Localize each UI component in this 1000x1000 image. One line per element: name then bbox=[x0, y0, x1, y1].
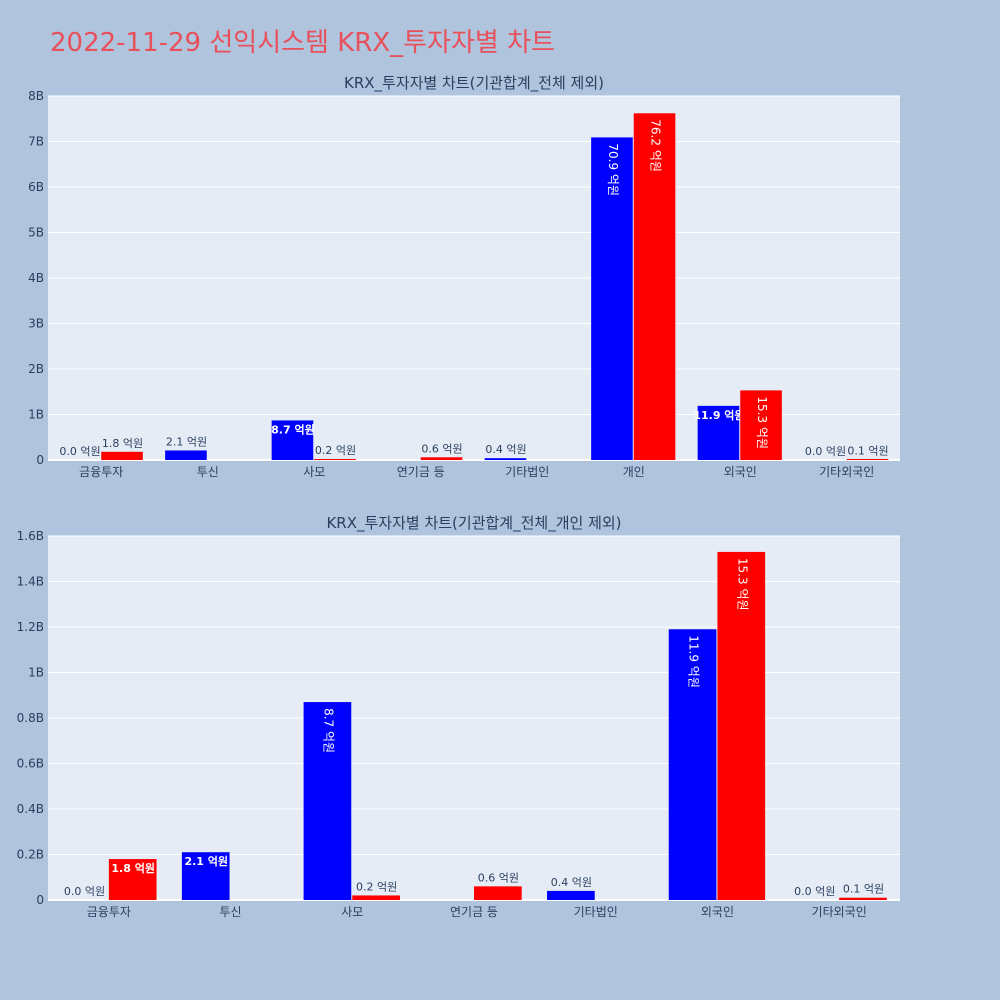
bar bbox=[303, 702, 352, 900]
y-tick-label: 3B bbox=[28, 317, 44, 331]
data-label: 0.4 억원 bbox=[485, 443, 526, 456]
data-label: 8.7 억원 bbox=[321, 708, 335, 753]
x-tick-label: 외국인 bbox=[724, 465, 757, 479]
x-tick-label: 투신 bbox=[197, 465, 219, 479]
data-label: 0.1 억원 bbox=[843, 883, 884, 896]
data-label: 8.7 억원 bbox=[271, 422, 315, 436]
data-label: 0.4 억원 bbox=[551, 876, 592, 889]
y-tick-label: 1B bbox=[28, 666, 44, 680]
data-label: 0.6 억원 bbox=[478, 871, 519, 884]
bar bbox=[474, 886, 522, 900]
bar bbox=[181, 852, 230, 900]
y-tick-label: 0 bbox=[36, 453, 44, 467]
y-tick-label: 7B bbox=[28, 135, 44, 149]
bar bbox=[165, 450, 207, 460]
data-label: 1.8 억원 bbox=[102, 437, 143, 450]
y-tick-label: 0.4B bbox=[17, 802, 44, 816]
bar bbox=[352, 895, 400, 900]
x-tick-label: 연기금 등 bbox=[397, 465, 445, 479]
x-tick-label: 사모 bbox=[341, 905, 363, 919]
y-tick-label: 1.4B bbox=[17, 575, 44, 589]
x-tick-label: 기타법인 bbox=[505, 465, 549, 479]
x-tick-label: 금융투자 bbox=[79, 465, 123, 479]
chart-without-institution-and-individual: KRX_투자자별 차트(기관합계_전체_개인 제외) 0 0.2B 0.4B 0.6B 0… bbox=[17, 514, 900, 919]
x-tick-label: 연기금 등 bbox=[450, 905, 498, 919]
x-tick-label: 기타외국인 bbox=[819, 465, 874, 479]
y-tick-label: 6B bbox=[28, 180, 44, 194]
bar bbox=[591, 137, 633, 460]
data-label: 2.1 억원 bbox=[166, 435, 207, 448]
data-label: 70.9 억원 bbox=[606, 143, 620, 196]
chart-title: KRX_투자자별 차트(기관합계_전체 제외) bbox=[344, 74, 604, 93]
bar bbox=[271, 420, 314, 460]
data-label: 0.6 억원 bbox=[421, 442, 462, 455]
data-label: 0.0 억원 bbox=[64, 885, 105, 898]
data-label: 0.0 억원 bbox=[805, 445, 846, 458]
x-tick-label: 금융투자 bbox=[87, 905, 131, 919]
data-label: 0.2 억원 bbox=[356, 880, 397, 893]
bar bbox=[101, 451, 143, 460]
bar bbox=[314, 459, 356, 460]
data-label: 2.1 억원 bbox=[184, 854, 228, 868]
y-tick-label: 5B bbox=[28, 226, 44, 240]
data-label: 1.8 억원 bbox=[111, 861, 155, 875]
data-label: 0.0 억원 bbox=[59, 445, 100, 458]
y-tick-label: 0.2B bbox=[17, 848, 44, 862]
y-tick-label: 1.6B bbox=[17, 529, 44, 543]
x-tick-label: 기타외국인 bbox=[812, 905, 867, 919]
y-tick-label: 1.2B bbox=[17, 620, 44, 634]
data-label: 15.3 억원 bbox=[735, 558, 749, 611]
data-label: 11.9 억원 bbox=[687, 635, 701, 688]
bar bbox=[740, 390, 782, 460]
bar bbox=[633, 113, 676, 460]
page-title: 2022-11-29 선익시스템 KRX_투자자별 차트 bbox=[50, 28, 555, 58]
bar bbox=[697, 405, 740, 460]
data-label: 15.3 억원 bbox=[755, 396, 769, 449]
x-tick-label: 개인 bbox=[623, 465, 645, 479]
bar bbox=[420, 457, 463, 460]
chart-without-institution-total: KRX_투자자별 차트(기관합계_전체 제외) 0 1B 2B 3B 4B 5B 6B 7B 8B… bbox=[28, 74, 900, 479]
y-tick-label: 1B bbox=[28, 408, 44, 422]
x-tick-label: 사모 bbox=[303, 465, 325, 479]
y-tick-label: 0.6B bbox=[17, 757, 44, 771]
x-tick-label: 기타법인 bbox=[574, 905, 618, 919]
data-label: 76.2 억원 bbox=[649, 119, 663, 172]
data-label: 0.2 억원 bbox=[315, 444, 356, 457]
bar bbox=[108, 859, 157, 900]
x-tick-label: 외국인 bbox=[701, 905, 734, 919]
x-tick-label: 투신 bbox=[220, 905, 242, 919]
data-label: 0.0 억원 bbox=[794, 885, 835, 898]
bar bbox=[547, 890, 595, 900]
bar bbox=[668, 629, 717, 900]
bar bbox=[484, 458, 527, 460]
data-label: 11.9 억원 bbox=[693, 408, 744, 422]
y-tick-label: 2B bbox=[28, 362, 44, 376]
y-tick-label: 4B bbox=[28, 271, 44, 285]
bar bbox=[846, 459, 889, 460]
data-label: 0.1 억원 bbox=[847, 445, 888, 458]
y-tick-label: 8B bbox=[28, 89, 44, 103]
y-tick-label: 0.8B bbox=[17, 711, 44, 725]
bar bbox=[839, 897, 887, 900]
bar bbox=[717, 551, 766, 900]
chart-title: KRX_투자자별 차트(기관합계_전체_개인 제외) bbox=[326, 514, 621, 533]
y-tick-label: 0 bbox=[36, 893, 44, 907]
